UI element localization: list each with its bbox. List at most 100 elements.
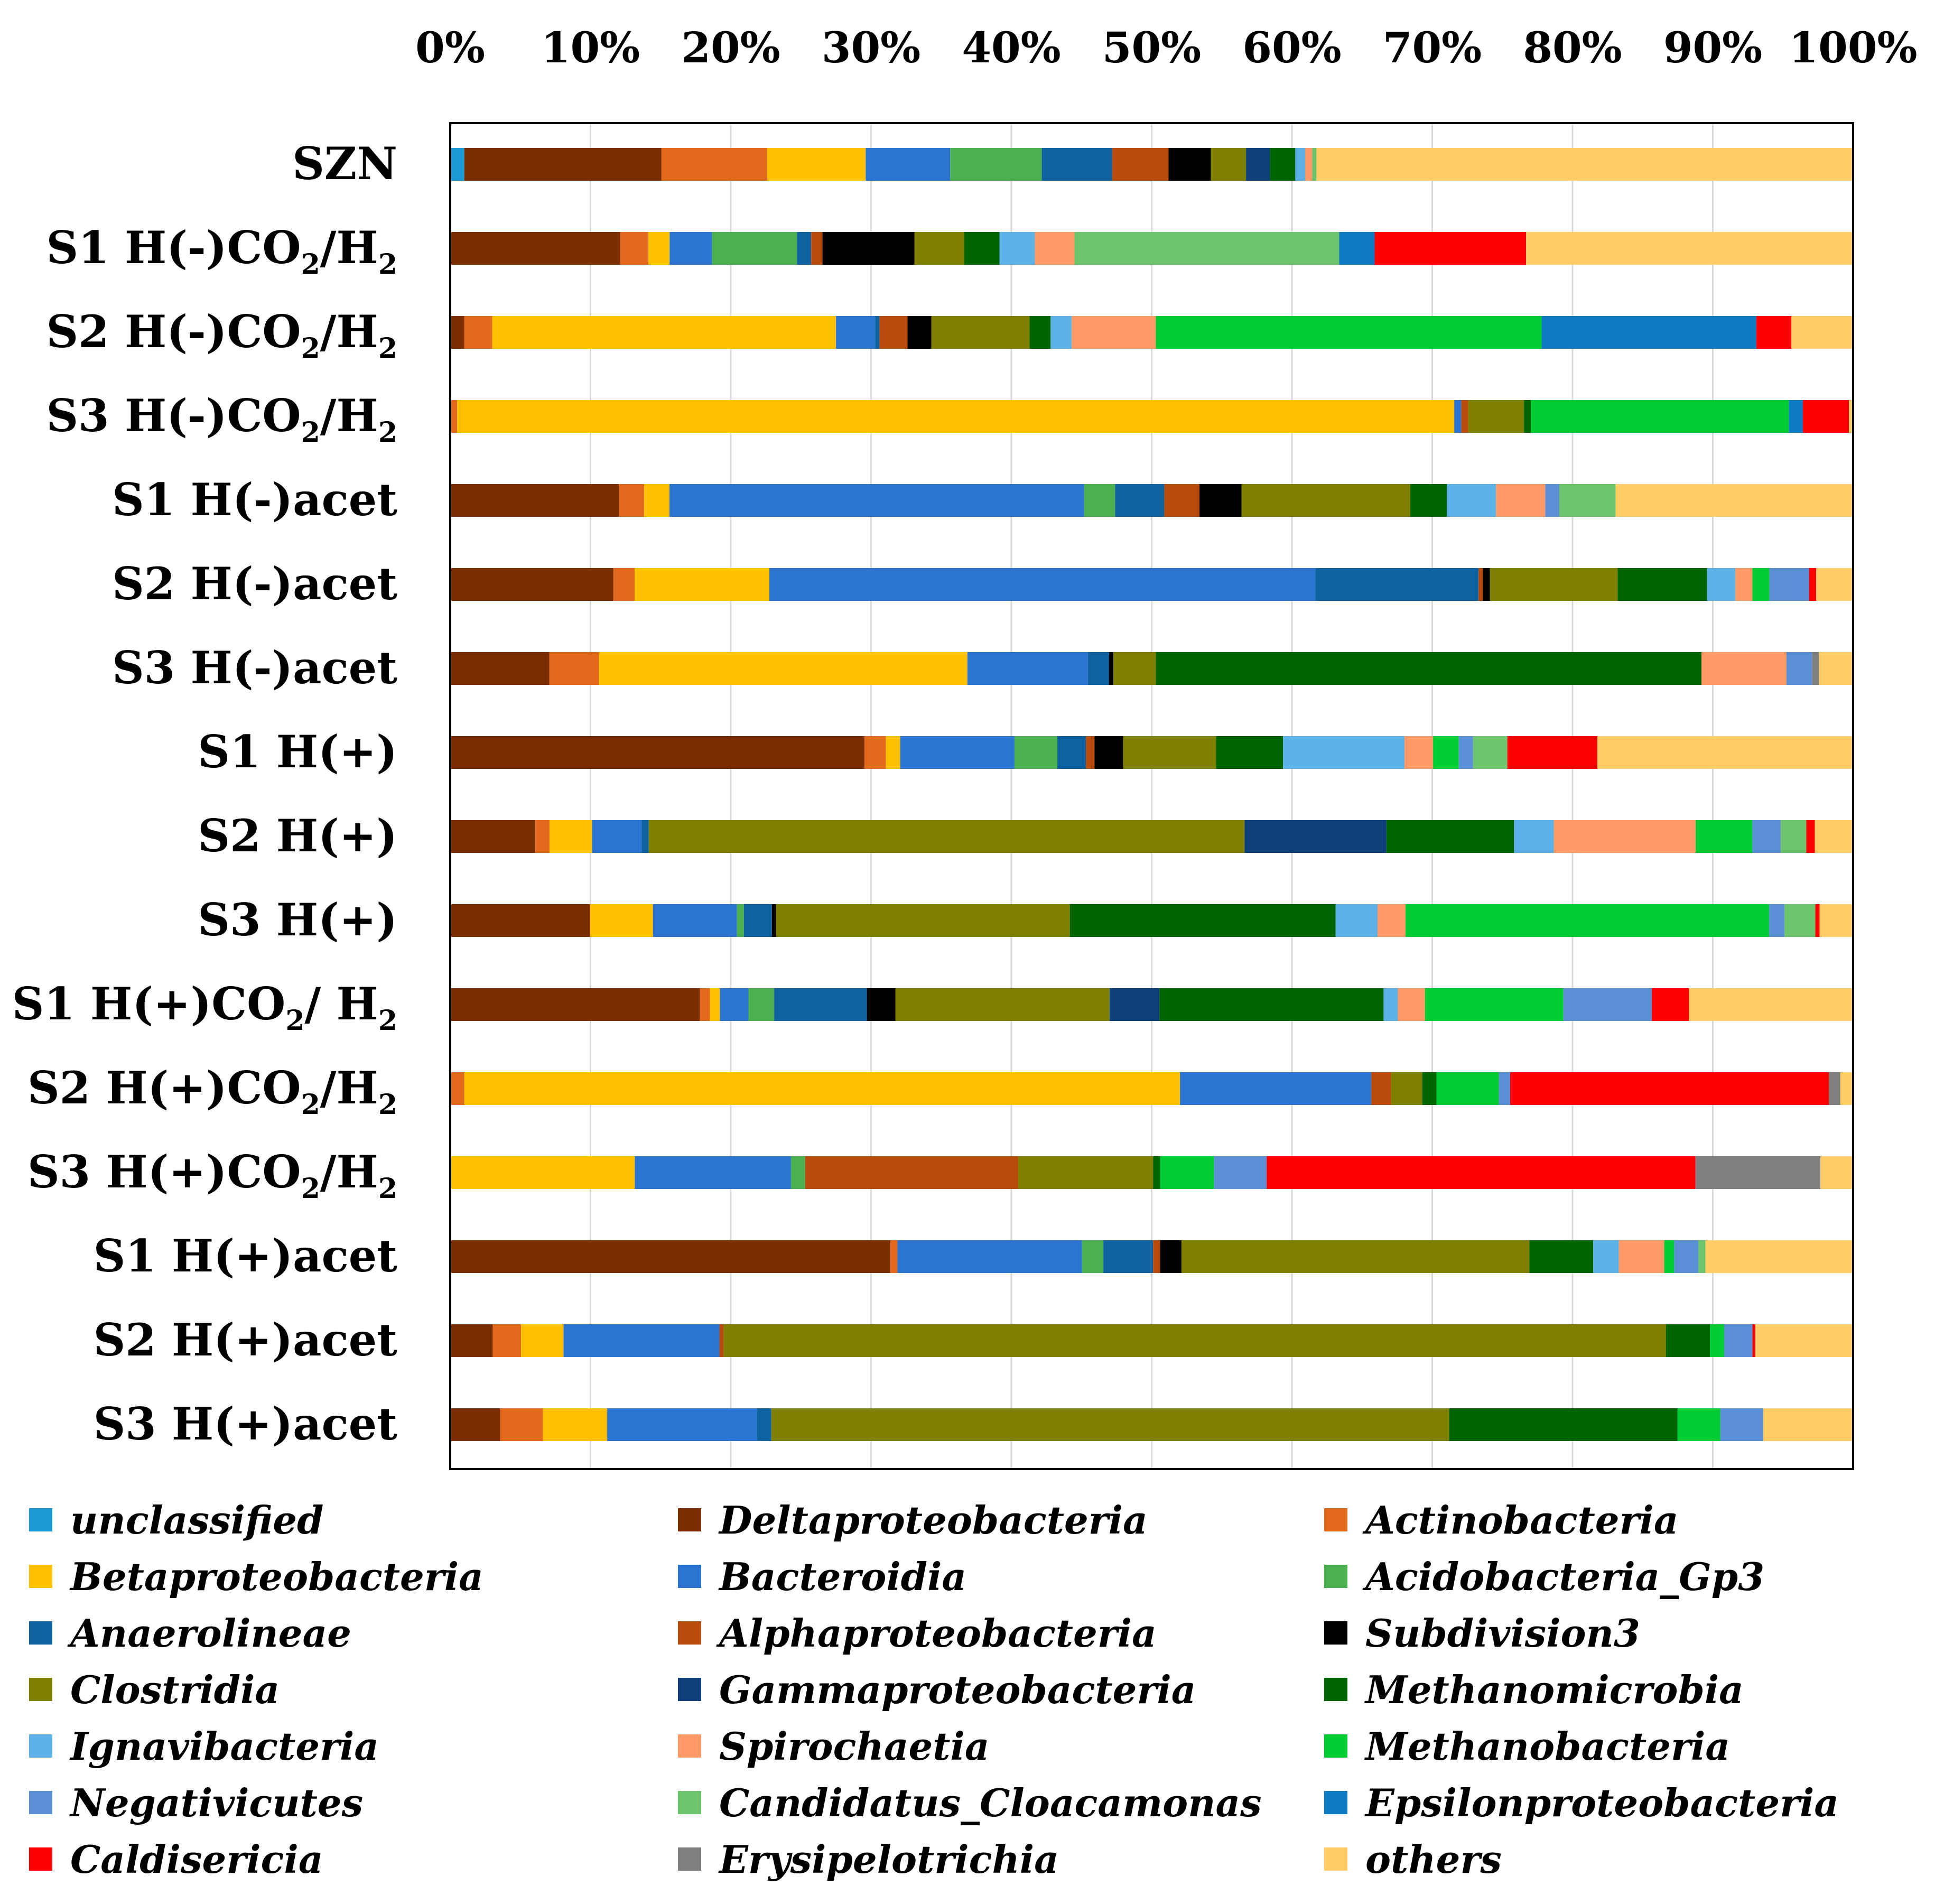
- bar-segment-betaproteobacteria: [599, 652, 968, 685]
- legend-label: Bacteroidia: [718, 1554, 966, 1599]
- bar-segment-candidatus-cloacamonas: [1698, 1240, 1706, 1273]
- bar-segment-negativicutes: [1499, 1072, 1510, 1105]
- bar-segment-anaerolineae: [1115, 484, 1165, 517]
- legend-swatch: [678, 1621, 701, 1645]
- bar-segment-caldisericia: [1510, 1072, 1829, 1105]
- bar-segment-anaerolineae: [875, 316, 880, 349]
- bar-segment-epsilonproteobacteria: [1339, 232, 1375, 265]
- bar-segment-deltaproteobacteria: [450, 736, 865, 769]
- bar-segment-negativicutes: [1563, 988, 1652, 1021]
- bar-segment-spirochaetia: [1701, 652, 1787, 685]
- x-tick-label: 90%: [1663, 23, 1762, 72]
- bar-segment-others: [1791, 316, 1853, 349]
- bar-segment-ignavibacteria: [1295, 148, 1306, 181]
- legend-label: Negativicutes: [69, 1780, 363, 1825]
- bar-segment-others: [1840, 1072, 1853, 1105]
- bar-segment-alphaproteobacteria: [1164, 484, 1199, 517]
- bar-row: [450, 1072, 1853, 1105]
- bar-segment-candidatus-cloacamonas: [1559, 484, 1616, 517]
- bar-segment-ignavibacteria: [1283, 736, 1405, 769]
- bar-segment-bacteroidia: [866, 148, 951, 181]
- category-label: SZN: [292, 137, 397, 190]
- bar-segment-negativicutes: [1769, 568, 1809, 601]
- bar-segment-alphaproteobacteria: [1112, 148, 1169, 181]
- bar-segment-betaproteobacteria: [767, 148, 866, 181]
- legend-label: Anaerolineae: [67, 1611, 351, 1656]
- legend-swatch: [1324, 1734, 1347, 1758]
- bar-segment-negativicutes: [1214, 1156, 1267, 1189]
- x-tick-label: 0%: [415, 23, 485, 72]
- bar-segment-negativicutes: [1769, 904, 1785, 937]
- bar-segment-methanomicrobia: [1410, 484, 1447, 517]
- bar-segment-alphaproteobacteria: [1153, 1240, 1160, 1273]
- bar-segment-betaproteobacteria: [648, 232, 670, 265]
- category-label: S2 H(+)acet: [94, 1314, 398, 1366]
- bar-segment-acidobacteria-gp3: [1082, 1240, 1104, 1273]
- bar-segment-erysipelotrichia: [1812, 652, 1819, 685]
- legend-label: Acidobacteria_Gp3: [1362, 1554, 1764, 1599]
- bar-row: [450, 568, 1853, 601]
- bar-segment-actinobacteria: [613, 568, 635, 601]
- bar-segment-methanomicrobia: [964, 232, 1000, 265]
- category-label: S2 H(+)CO2/H2: [27, 1062, 397, 1121]
- legend-item: Spirochaetia: [678, 1724, 990, 1769]
- bar-segment-subdivision3: [867, 988, 896, 1021]
- bar-segment-negativicutes: [1752, 820, 1781, 853]
- bar-segment-anaerolineae: [1057, 736, 1086, 769]
- bar-segment-erysipelotrichia: [1829, 1072, 1840, 1105]
- bar-segment-clostridia: [1113, 652, 1156, 685]
- bar-segment-erysipelotrichia: [1695, 1156, 1821, 1189]
- bar-segment-acidobacteria-gp3: [748, 988, 775, 1021]
- x-tick-label: 20%: [681, 23, 780, 72]
- bar-segment-clostridia: [648, 820, 1245, 853]
- bar-segment-ignavibacteria: [1335, 904, 1378, 937]
- bar-segment-methanobacteria: [1160, 1156, 1214, 1189]
- bar-segment-actinobacteria: [464, 316, 492, 349]
- bar-segment-methanomicrobia: [1270, 148, 1296, 181]
- category-label: S3 H(-)CO2/H2: [46, 389, 397, 449]
- category-label: S1 H(-)CO2/H2: [46, 221, 397, 281]
- bar-segment-others: [1526, 232, 1853, 265]
- bar-segment-actinobacteria: [661, 148, 767, 181]
- legend-label: Gammaproteobacteria: [719, 1667, 1196, 1712]
- bar-segment-betaproteobacteria: [644, 484, 670, 517]
- bar-segment-acidobacteria-gp3: [1014, 736, 1058, 769]
- legend-label: Betaproteobacteria: [69, 1554, 483, 1599]
- bar-segment-acidobacteria-gp3: [1084, 484, 1115, 517]
- bar-row: [450, 400, 1853, 433]
- bar-segment-acidobacteria-gp3: [712, 232, 797, 265]
- bar-segment-anaerolineae: [743, 904, 772, 937]
- bar-segment-betaproteobacteria: [886, 736, 900, 769]
- bar-segment-ignavibacteria: [1514, 820, 1554, 853]
- legend-swatch: [1324, 1791, 1347, 1814]
- legend-swatch: [1324, 1565, 1347, 1588]
- bar-segment-candidatus-cloacamonas: [1312, 148, 1317, 181]
- bar-row: [450, 1408, 1853, 1441]
- bar-segment-actinobacteria: [492, 1324, 522, 1357]
- legend-label: Erysipelotrichia: [718, 1837, 1059, 1882]
- legend-label: unclassified: [70, 1498, 323, 1543]
- bar-segment-actinobacteria: [864, 736, 886, 769]
- bar-segment-methanobacteria: [1752, 568, 1770, 601]
- bar-segment-others: [1763, 1408, 1853, 1441]
- bar-segment-methanomicrobia: [1069, 904, 1336, 937]
- bar-segment-bacteroidia: [836, 316, 876, 349]
- bar-segment-caldisericia: [1806, 820, 1815, 853]
- bar-segment-bacteroidia: [653, 904, 737, 937]
- bar-segment-betaproteobacteria: [543, 1408, 608, 1441]
- category-label: S3 H(+)CO2/H2: [27, 1146, 397, 1205]
- bar-segment-acidobacteria-gp3: [950, 148, 1042, 181]
- legend-label: Deltaproteobacteria: [718, 1498, 1148, 1543]
- bar-segment-subdivision3: [1483, 568, 1490, 601]
- bar-segment-caldisericia: [1652, 988, 1689, 1021]
- legend-item: others: [1324, 1837, 1502, 1882]
- bar-segment-deltaproteobacteria: [450, 904, 590, 937]
- legend-item: Methanobacteria: [1324, 1724, 1730, 1769]
- x-tick-label: 100%: [1789, 23, 1917, 72]
- x-tick-label: 30%: [822, 23, 920, 72]
- bar-segment-actinobacteria: [549, 652, 599, 685]
- legend-swatch: [678, 1508, 701, 1531]
- category-label: S3 H(+)acet: [94, 1398, 398, 1450]
- legend-label: Methanomicrobia: [1364, 1667, 1744, 1712]
- bar-segment-actinobacteria: [890, 1240, 898, 1273]
